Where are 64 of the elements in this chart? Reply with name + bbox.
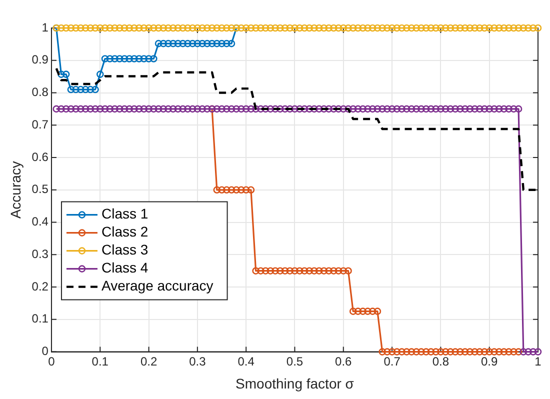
y-axis-title: Accuracy [7, 161, 24, 219]
point [86, 86, 94, 94]
y-tick-label: 0.2 [32, 279, 49, 294]
x-tick-label: 0.5 [286, 354, 304, 368]
point [184, 40, 192, 48]
point [82, 86, 90, 94]
point [135, 55, 143, 62]
point [174, 40, 182, 48]
y-tick-label: 0.5 [32, 182, 49, 196]
point [179, 40, 186, 48]
legend-label: Class 4 [101, 260, 148, 276]
legend-label: Class 3 [101, 242, 148, 258]
point [218, 40, 226, 48]
y-tick-label: 0.8 [32, 85, 49, 100]
point [101, 55, 109, 62]
point [116, 55, 124, 62]
x-tick-label: 0.6 [335, 354, 352, 368]
point [213, 40, 221, 48]
x-axis-title: Smoothing factor σ [236, 375, 354, 392]
point [194, 40, 202, 48]
point [228, 40, 236, 48]
legend-label: Class 2 [101, 224, 148, 240]
point [164, 40, 172, 48]
y-tick-label: 0.4 [32, 214, 49, 229]
legend-label: Average accuracy [101, 278, 214, 294]
point [169, 40, 177, 48]
point [62, 70, 70, 78]
x-tick-label: 0.3 [189, 354, 206, 368]
y-tick-label: 0.6 [32, 150, 49, 164]
point [126, 55, 133, 62]
point [140, 55, 148, 62]
point [154, 40, 162, 48]
point [72, 86, 80, 94]
point [120, 55, 128, 62]
point [58, 70, 65, 78]
y-tick-label: 0 [42, 344, 49, 358]
x-tick-label: 0.7 [384, 354, 401, 368]
point [188, 40, 196, 48]
legend-label: Class 1 [101, 206, 148, 222]
point [130, 55, 138, 62]
x-tick-label: 0.8 [432, 354, 450, 368]
point [208, 40, 216, 48]
x-tick-label: 0.4 [238, 354, 255, 368]
point [77, 86, 84, 94]
point [92, 86, 99, 94]
x-tick-label: 0.9 [481, 354, 498, 368]
point [198, 40, 206, 48]
point [111, 55, 118, 62]
point [96, 70, 104, 78]
point [106, 55, 114, 62]
y-tick-label: 0.7 [32, 117, 49, 132]
y-tick-label: 0.1 [32, 312, 49, 326]
point [67, 86, 75, 94]
y-tick-label: 1 [42, 20, 49, 34]
y-tick-label: 0.3 [32, 246, 49, 261]
x-tick-label: 1 [534, 354, 542, 368]
point [160, 40, 168, 48]
point [222, 40, 230, 48]
point [150, 55, 158, 62]
point [145, 55, 152, 62]
y-tick-label: 0.9 [32, 52, 49, 67]
x-tick-label: 0.2 [140, 354, 158, 368]
point [204, 40, 211, 48]
x-tick-label: 0.1 [92, 354, 109, 368]
